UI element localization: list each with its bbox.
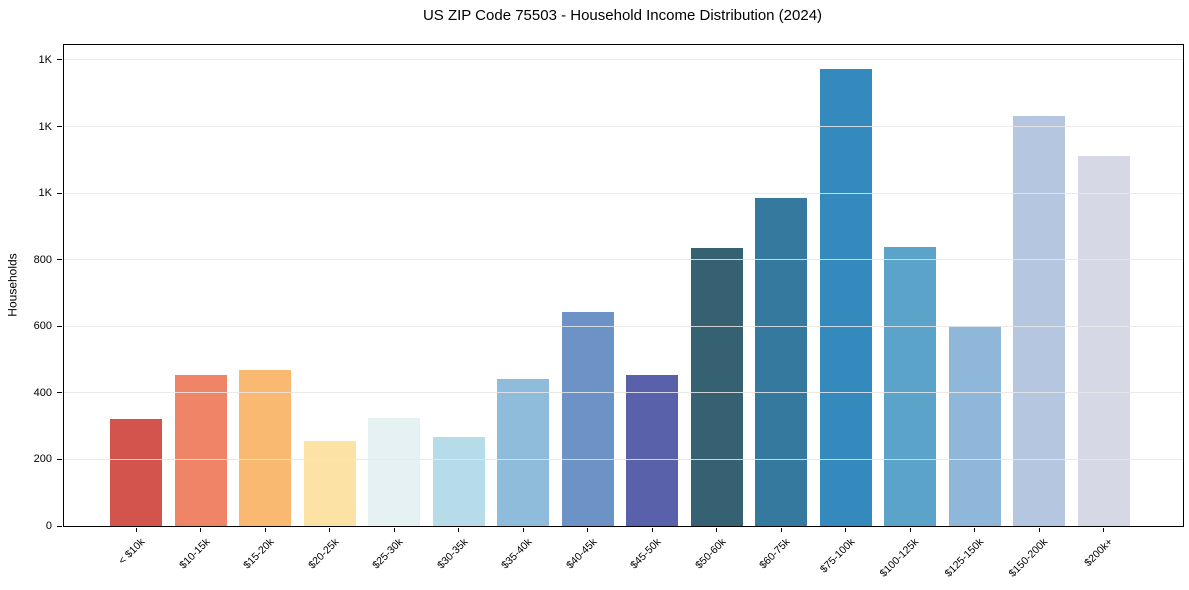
- bar: [755, 197, 807, 526]
- y-tick-label: 200: [33, 453, 52, 466]
- y-tick-label: 400: [33, 386, 52, 399]
- bar: [432, 437, 485, 526]
- x-tick-label-text: $150-200k: [1006, 536, 1051, 580]
- x-tick-label-text: $35-40k: [499, 536, 535, 572]
- x-tick: [651, 528, 653, 532]
- x-tick: [780, 528, 782, 532]
- y-tick-label: 800: [33, 253, 52, 266]
- bar: [626, 374, 678, 526]
- x-tick-label-text: < $10k: [116, 536, 148, 567]
- y-tick: [57, 59, 62, 61]
- y-tick-label: 600: [33, 320, 52, 333]
- x-tick: [845, 528, 846, 532]
- x-tick: [264, 528, 266, 532]
- gridline: [64, 59, 1183, 61]
- y-tick-label: 1K: [38, 187, 52, 200]
- y-tick: [57, 458, 62, 460]
- y-tick-label: 0: [45, 520, 52, 532]
- chart-title: US ZIP Code 75503 - Household Income Dis…: [422, 7, 823, 24]
- bar: [368, 417, 420, 526]
- x-tick-label-text: $60-75k: [757, 536, 793, 572]
- x-tick: [200, 528, 201, 532]
- x-tick: [393, 528, 395, 532]
- bar: [1077, 155, 1130, 526]
- x-tick-label-text: $125-150k: [942, 536, 986, 580]
- bar: [110, 419, 162, 526]
- y-tick: [57, 525, 62, 527]
- x-tick: [909, 528, 911, 532]
- bar: [1013, 116, 1065, 526]
- gridline: [64, 192, 1183, 194]
- x-tick-label-text: $25-30k: [370, 536, 406, 572]
- gridline: [64, 392, 1183, 394]
- x-tick-label-text: $200k+: [1081, 536, 1115, 570]
- x-tick: [1038, 528, 1040, 532]
- y-tick: [57, 325, 62, 327]
- y-tick-label: 1K: [38, 120, 52, 133]
- bar: [948, 325, 1001, 526]
- bar: [497, 378, 549, 526]
- bar: [239, 369, 291, 526]
- x-tick: [974, 528, 975, 532]
- x-tick-label-text: $50-60k: [692, 536, 728, 572]
- x-tick-label-text: $10-15k: [176, 536, 212, 572]
- x-tick: [587, 528, 588, 532]
- y-tick: [57, 259, 62, 261]
- x-tick: [329, 528, 330, 532]
- gridline: [64, 126, 1183, 128]
- gridline: [64, 259, 1183, 261]
- x-tick: [135, 528, 137, 532]
- x-tick-label-text: $40-45k: [563, 536, 599, 572]
- plot-area: 0 200 400 600 800 1K 1K 1K < $10k $10-15k $15-20k $…: [34, 44, 1184, 580]
- bar: [174, 374, 227, 526]
- x-tick-label-text: $100-125k: [877, 536, 922, 580]
- bar: [561, 311, 614, 526]
- x-tick: [522, 528, 524, 532]
- bar: [884, 247, 936, 526]
- x-tick: [716, 528, 717, 532]
- gridline: [64, 458, 1183, 460]
- x-tick-label-text: $75-100k: [817, 536, 857, 576]
- gridline: [64, 325, 1183, 327]
- x-tick-label-text: $30-35k: [434, 536, 470, 572]
- x-tick: [458, 528, 459, 532]
- y-tick: [57, 126, 62, 128]
- x-tick-label-text: $20-25k: [305, 536, 341, 572]
- bar: [690, 247, 743, 526]
- x-tick: [1103, 528, 1104, 532]
- y-tick: [57, 192, 62, 194]
- x-tick-label-text: $15-20k: [241, 536, 277, 572]
- y-tick: [57, 392, 62, 394]
- y-tick-label: 1K: [38, 53, 52, 66]
- bar: [819, 68, 872, 526]
- x-tick-label-text: $45-50k: [628, 536, 664, 572]
- bar: [303, 441, 356, 526]
